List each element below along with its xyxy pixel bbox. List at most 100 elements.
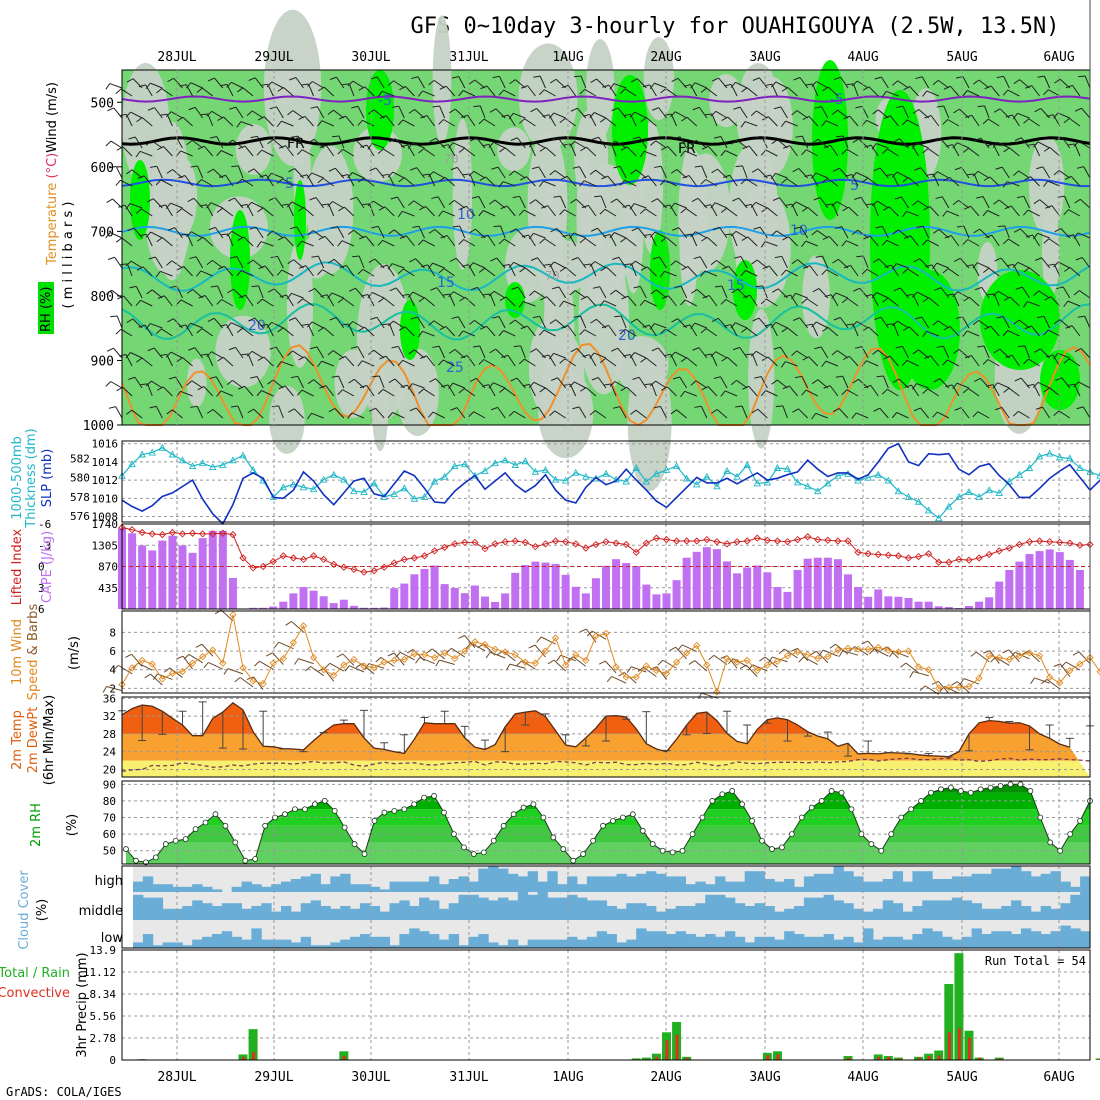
wind-barb-flag: [387, 320, 394, 327]
wind-barb-flag: [856, 255, 864, 258]
wind-barb: [1039, 199, 1050, 209]
wind-speed-point: [350, 655, 358, 664]
wind-barb-flag: [539, 387, 546, 393]
cape-bar: [823, 557, 832, 609]
wind-barb: [689, 324, 698, 337]
wind-barb: [137, 662, 153, 671]
wind-barb: [353, 229, 365, 239]
wind-barb: [685, 208, 698, 217]
rh-high-patch: [733, 260, 757, 320]
wind-barb-flag: [922, 148, 929, 154]
wind-barb-flag: [821, 120, 827, 127]
wind-barb: [182, 357, 193, 367]
cloud-cell: [863, 911, 874, 920]
wind-barb-flag: [288, 168, 295, 173]
wind-barb-flag: [509, 319, 516, 325]
wind-barb-flag: [561, 325, 569, 329]
wind-barb-flag: [227, 288, 234, 294]
wind-barb-flag: [115, 88, 122, 94]
wind-barb: [585, 387, 597, 397]
wind-barb-flag: [822, 235, 830, 240]
wind-barb: [535, 199, 546, 209]
wind-barb-flag: [855, 105, 863, 109]
wind-barb: [873, 648, 889, 657]
wind-barb-flag: [895, 345, 903, 349]
wind-barb-flag: [490, 406, 498, 411]
wind-barb: [141, 357, 153, 367]
wind-barb: [297, 376, 304, 389]
wind-barb-flag: [371, 225, 379, 229]
wind-barb-flag: [152, 673, 158, 680]
wind-speed-point: [239, 664, 247, 672]
cloud-cell: [596, 876, 608, 892]
cloud-cell: [379, 889, 391, 892]
wind-barb-flag: [369, 407, 376, 412]
contour-label: 20: [248, 318, 266, 334]
wind-barb: [322, 177, 335, 187]
thickness-point: [410, 494, 419, 502]
wind-barb: [281, 120, 294, 127]
wind-barb-flag: [470, 286, 478, 291]
thickness-point: [582, 472, 590, 480]
wind-barb: [941, 196, 950, 209]
wind-barb-flag: [812, 138, 819, 144]
wind-barb-flag: [307, 321, 313, 328]
cloud-cell: [340, 873, 351, 892]
wind-barb-flag: [407, 142, 413, 150]
wind-barb-flag: [680, 299, 686, 306]
cape-bar: [914, 601, 923, 609]
cloud-cell: [557, 897, 568, 920]
cape-bar: [934, 606, 943, 609]
wind-barb-flag: [1017, 345, 1025, 348]
wind-barb-flag: [810, 650, 817, 656]
wind-barb: [847, 297, 859, 307]
wind-barb-flag: [127, 227, 135, 232]
rh-point: [242, 857, 249, 864]
rh-point: [530, 801, 537, 808]
wind-barb: [415, 407, 425, 419]
rh-point: [739, 801, 746, 808]
wind-barb: [358, 255, 365, 269]
wind-barb: [533, 232, 546, 239]
wind-barb-flag: [119, 113, 127, 117]
wind-barb-flag: [637, 666, 644, 673]
wind-barb: [984, 105, 990, 119]
wind-barb-flag: [248, 317, 256, 322]
wind-barb: [242, 87, 254, 97]
wind-barb-flag: [846, 323, 854, 326]
wind-barb-flag: [964, 355, 972, 359]
rh-point: [987, 784, 994, 791]
thickness-tick-label: 578: [70, 491, 90, 504]
cape-bar: [773, 587, 782, 609]
wind-barb-flag: [876, 375, 884, 378]
wind-barb: [473, 411, 486, 419]
wind-barb: [727, 356, 738, 367]
wind-barb: [827, 177, 839, 187]
wind-barb: [809, 265, 819, 277]
cloud-cell: [340, 906, 351, 920]
rh-high-patch: [612, 75, 648, 185]
wind-barb: [981, 287, 990, 299]
wind-barb-flag: [266, 321, 273, 328]
thickness-ylabel: 1000-500mb Thickness (dm) SLP (mb): [10, 428, 55, 528]
wind-barb-flag: [823, 385, 831, 389]
wind-barb-flag: [340, 174, 348, 177]
wind-barb-flag: [614, 315, 622, 318]
wind-barb: [486, 325, 496, 337]
wind-barb-flag: [509, 79, 516, 85]
cape-tick-label: 435: [98, 582, 118, 595]
wind-barb-flag: [548, 112, 555, 119]
wind-barb-flag: [582, 114, 590, 117]
cape-bar: [309, 590, 318, 609]
thickness-point: [824, 479, 832, 487]
wind-speed-point: [975, 674, 983, 682]
wind-barb-flag: [126, 318, 134, 324]
cloud-cell: [586, 900, 598, 920]
wind-barb-flag: [732, 346, 740, 351]
thickness-point: [1096, 471, 1100, 479]
wind-barb-flag: [692, 106, 700, 111]
wind-barb: [667, 386, 677, 397]
wind-barb: [933, 173, 940, 187]
wind-barb-flag: [249, 226, 257, 230]
wind-barb: [311, 412, 324, 419]
